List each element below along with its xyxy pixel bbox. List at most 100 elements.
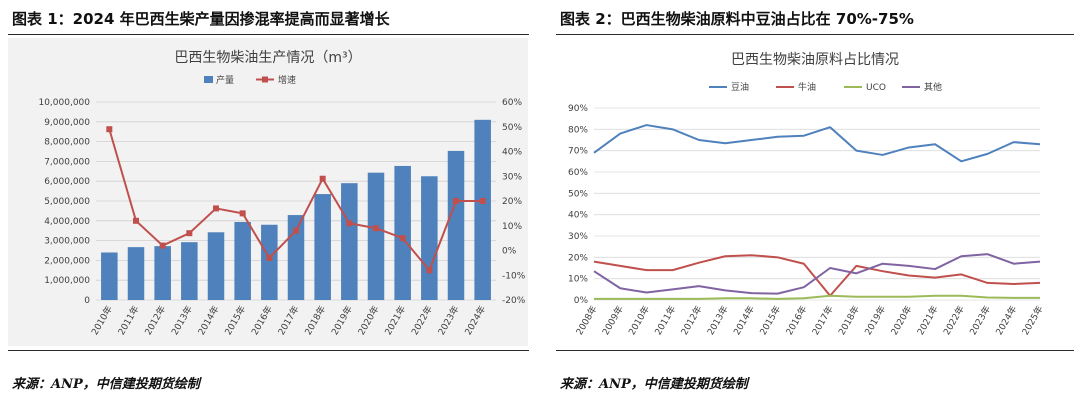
x-tick-label: 2024年 [462,304,488,338]
bar-production-2019年 [341,183,358,300]
chart-title: 巴西生物柴油生产情况（m³） [174,50,361,66]
y-tick-label: 60% [568,168,588,178]
y-left-tick-label: 6,000,000 [44,177,90,187]
x-tick-label: 2014年 [731,304,757,338]
legend-label-growth: 增速 [278,74,296,86]
left-source-note: 来源：ANP，中信建投期货绘制 [12,377,200,392]
growth-marker-2010年 [106,126,113,133]
y-left-tick-label: 0 [84,296,90,306]
y-tick-label: 0% [574,296,589,306]
y-tick-label: 20% [568,253,588,263]
y-left-tick-label: 10,000,000 [38,98,90,108]
bar-production-2010年 [101,252,118,300]
x-tick-label: 2018年 [302,304,328,338]
production-chart-area: 巴西生物柴油生产情况（m³） 产量 增速 0 1,000,000 2,000,000 3,0… [8,38,528,346]
legend-marker-growth [262,76,268,83]
feedstock-chart-area: 巴西生物柴油原料占比情况 豆油 牛油 UCO 其他 0% 10% 20% 30% 40% 50% 60… [554,38,1076,346]
growth-marker-2018年 [319,175,326,182]
x-tick-label: 2008年 [573,304,599,338]
y-right-tick-label: 20% [502,197,522,207]
bar-production-2015年 [234,221,251,300]
x-tick-label: 2012年 [678,304,704,338]
right-figure-panel: 图表 2：巴西生物柴油原料中豆油占比在 70%-75% 巴西生物柴油原料占比情况… [548,0,1080,407]
bar-production-2014年 [207,232,225,300]
x-tick-label: 2009年 [599,304,625,338]
bar-production-2012年 [154,246,171,300]
growth-marker-2016年 [266,254,273,261]
y-right-tick-label: -20% [502,296,526,306]
right-source-note: 来源：ANP，中信建投期货绘制 [560,377,748,392]
y-left-tick-label: 2,000,000 [44,256,90,266]
right-figure-title: 图表 2：巴西生物柴油原料中豆油占比在 70%-75% [560,10,914,28]
legend-label-series: 其他 [924,81,942,93]
y-left-tick-label: 1,000,000 [44,276,90,286]
growth-marker-2013年 [186,230,193,237]
x-tick-label: 2015年 [222,304,248,338]
y-left-tick-label: 7,000,000 [44,157,90,167]
bar-production-2020年 [367,172,385,300]
growth-marker-2011年 [133,217,139,224]
legend-swatch-production [204,76,213,83]
growth-marker-2015年 [239,210,246,217]
y-tick-label: 80% [568,125,588,135]
x-tick-label: 2014年 [195,304,221,338]
y-right-tick-label: 60% [502,98,522,108]
y-left-tick-label: 8,000,000 [44,138,90,148]
legend-label-series: 牛油 [798,81,816,93]
x-tick-label: 2012年 [142,304,168,338]
x-tick-label: 2016年 [249,304,275,338]
y-tick-label: 40% [568,211,588,221]
x-tick-label: 2021年 [914,304,940,338]
y-tick-label: 50% [568,189,588,199]
bar-production-2023年 [447,150,465,300]
x-tick-label: 2011年 [115,304,141,338]
y-left-tick-label: 5,000,000 [44,197,90,207]
y-tick-label: 70% [568,147,588,157]
series-line-UCO [594,294,1040,300]
y-left-tick-label: 3,000,000 [44,237,90,247]
right-top-rule [556,34,1074,35]
x-tick-label: 2022年 [941,304,967,338]
x-tick-label: 2011年 [652,304,678,338]
bar-production-2022年 [421,176,438,300]
y-left-tick-label: 4,000,000 [44,217,90,227]
y-tick-label: 90% [568,104,588,114]
x-tick-label: 2020年 [355,304,381,338]
x-tick-label: 2023年 [435,304,461,338]
bar-production-2024年 [474,119,491,300]
series-line-豆油 [593,124,1041,163]
x-tick-label: 2021年 [382,304,408,338]
bar-production-2021年 [394,165,411,300]
left-bottom-rule [8,350,529,351]
y-tick-label: 30% [568,232,588,242]
y-right-tick-label: 40% [502,148,522,158]
right-bottom-rule [556,350,1074,351]
growth-marker-2021年 [399,235,406,242]
x-tick-label: 2019年 [329,304,355,338]
x-tick-label: 2022年 [409,304,435,338]
x-tick-label: 2023年 [967,304,993,338]
bar-production-2011年 [127,247,145,300]
x-tick-label: 2013年 [169,304,195,338]
x-tick-label: 2020年 [888,304,914,338]
growth-marker-2022年 [426,267,433,274]
x-tick-label: 2010年 [89,304,115,338]
growth-marker-2023年 [453,198,459,204]
y-right-tick-label: 50% [502,123,522,133]
left-figure-title: 图表 1：2024 年巴西生柴产量因掺混率提高而显著增长 [12,10,390,28]
production-chart: 巴西生物柴油生产情况（m³） 产量 增速 0 1,000,000 2,000,000 3,0… [38,50,526,338]
x-tick-label: 2010年 [626,304,652,338]
growth-marker-2017年 [293,227,299,234]
bar-production-2013年 [181,242,198,300]
bar-production-2018年 [314,194,331,300]
growth-marker-2019年 [346,220,353,227]
y-right-tick-label: 30% [502,172,522,182]
y-right-tick-label: -10% [502,271,526,281]
growth-marker-2014年 [213,205,219,212]
x-tick-label: 2013年 [704,304,730,338]
x-tick-label: 2016年 [783,304,809,338]
x-tick-label: 2025年 [1019,304,1045,338]
series-line-其他 [593,253,1041,295]
x-tick-label: 2019年 [862,304,888,338]
